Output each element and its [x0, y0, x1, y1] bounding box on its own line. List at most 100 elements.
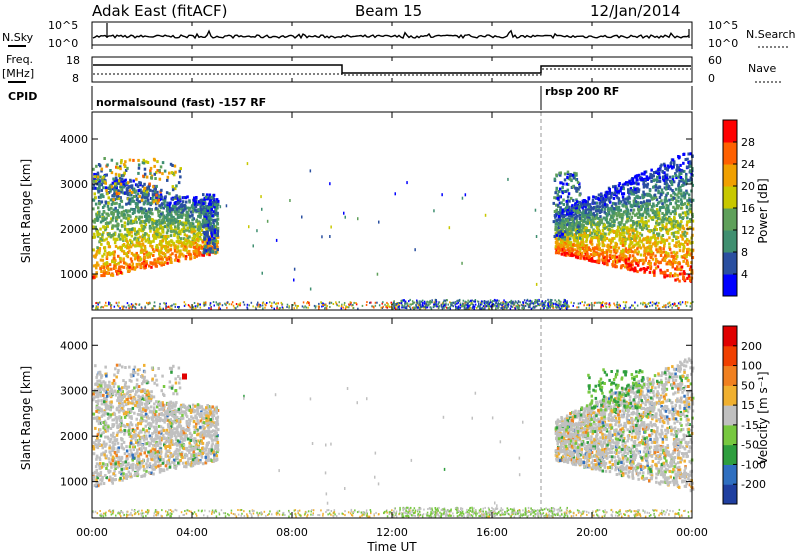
data-cell: [634, 250, 637, 254]
data-cell: [126, 197, 130, 201]
data-cell: [686, 199, 689, 203]
data-cell: [119, 190, 123, 194]
data-cell: [118, 233, 121, 237]
frequency-trace: [93, 64, 691, 74]
data-cell: [658, 196, 662, 199]
data-cell: [165, 236, 168, 240]
data-cell: [93, 232, 96, 236]
data-cell: [685, 206, 689, 210]
data-cell: [611, 229, 614, 233]
data-cell: [585, 238, 589, 242]
data-cell: [588, 213, 591, 217]
data-cell: [629, 224, 633, 228]
data-cell: [606, 243, 610, 247]
data-cell: [626, 210, 630, 214]
data-cell: [162, 198, 165, 202]
data-cell: [192, 241, 195, 245]
data-cell: [131, 199, 134, 203]
data-cell: [156, 160, 159, 164]
data-cell: [651, 173, 654, 177]
data-cell: [135, 262, 139, 266]
data-cell: [636, 178, 639, 182]
data-cell: [121, 177, 124, 181]
data-cell: [209, 247, 213, 251]
data-cell: [658, 176, 662, 180]
data-cell: [687, 201, 691, 205]
data-cell: [683, 169, 686, 173]
data-cell: [174, 170, 177, 174]
data-cell: [106, 225, 109, 228]
data-cell: [671, 265, 674, 269]
data-cell: [204, 303, 207, 306]
data-cell: [631, 254, 635, 258]
data-cell: [152, 185, 155, 189]
data-cell: [117, 267, 121, 271]
data-cell: [621, 244, 625, 248]
data-cell: [589, 253, 593, 257]
noise-panel: N.Sky 10^5 10^0 10^5 10^0 N.Search: [2, 19, 796, 50]
data-cell: [152, 234, 156, 238]
data-cell: [649, 252, 653, 256]
data-cell: [190, 230, 193, 234]
data-cell: [125, 237, 128, 241]
data-cell: [673, 304, 675, 307]
data-cell: [185, 246, 188, 250]
data-cell: [114, 238, 118, 242]
data-cell: [99, 193, 103, 197]
data-cell: [599, 301, 602, 304]
data-cell: [636, 201, 640, 205]
data-cell: [560, 244, 564, 248]
data-cell: [210, 230, 214, 234]
data-cell: [130, 259, 134, 263]
data-cell: [619, 266, 623, 270]
data-cell: [137, 171, 140, 175]
data-cell: [585, 250, 589, 254]
data-cell: [631, 177, 635, 181]
data-cell: [113, 264, 116, 268]
data-cell: [663, 244, 666, 248]
data-cell: [451, 301, 454, 304]
data-cell: [188, 208, 191, 212]
data-cell: [655, 304, 657, 307]
data-cell: [655, 301, 658, 304]
noise-tick-low-left: 10^0: [48, 37, 78, 50]
data-cell: [590, 206, 594, 210]
data-cell: [121, 185, 125, 189]
data-cell: [686, 276, 689, 280]
data-cell: [667, 228, 671, 232]
data-cell: [613, 254, 616, 258]
data-cell: [556, 196, 560, 200]
data-cell: [395, 306, 397, 309]
data-cell: [663, 198, 667, 202]
data-cell: [108, 263, 112, 267]
data-cell: [640, 240, 643, 244]
data-cell: [136, 206, 139, 210]
data-cell: [135, 198, 139, 202]
data-cell: [655, 208, 659, 212]
data-cell: [568, 205, 571, 209]
data-cell: [145, 253, 149, 257]
data-cell: [566, 172, 570, 176]
data-cell: [140, 196, 144, 200]
data-cell: [174, 220, 178, 224]
data-cell: [204, 302, 207, 305]
data-cell: [626, 197, 630, 201]
data-cell: [99, 227, 102, 231]
data-cell: [276, 307, 278, 310]
data-cell: [665, 199, 669, 203]
data-cell: [163, 261, 167, 265]
data-cell: [338, 301, 340, 304]
data-cell: [130, 221, 134, 225]
data-cell: [677, 188, 681, 192]
data-cell: [625, 301, 628, 304]
data-cell: [566, 248, 569, 252]
data-cell: [434, 304, 436, 306]
data-cell: [93, 177, 97, 181]
data-cell: [102, 210, 106, 214]
data-cell: [571, 233, 574, 237]
data-cell: [628, 229, 631, 233]
data-cell: [634, 301, 636, 304]
data-cell: [200, 198, 204, 202]
data-cell: [649, 255, 653, 259]
data-cell: [648, 230, 651, 234]
